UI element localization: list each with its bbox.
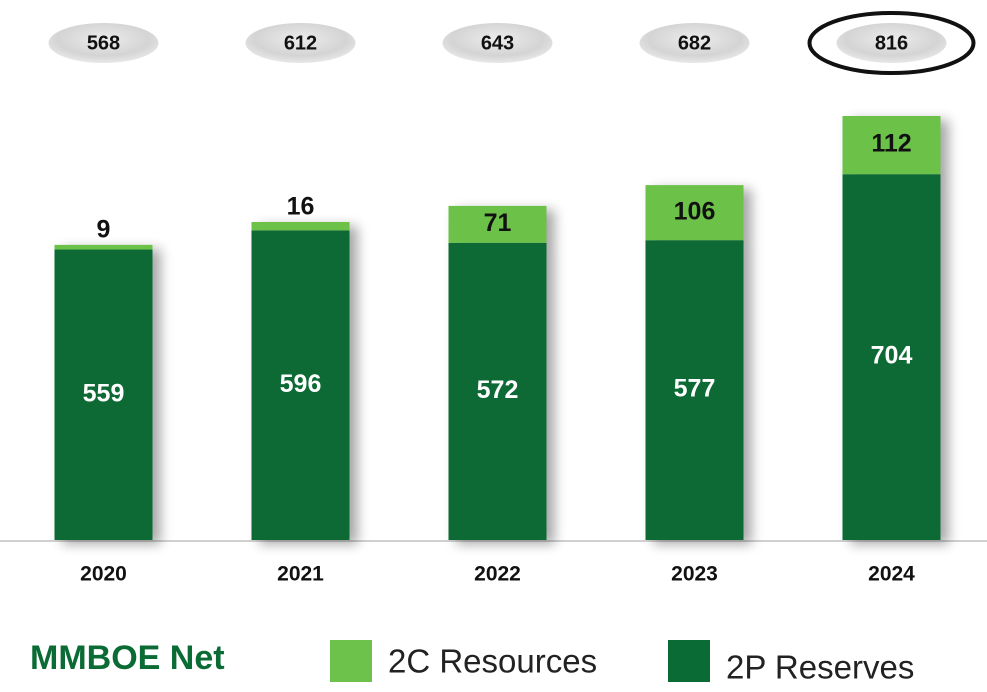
value-label: 559 [83,379,125,407]
total-label: 568 [87,32,120,54]
value-label: 596 [280,370,322,398]
highlight-ring [807,11,976,75]
bar-segment [251,222,350,231]
value-label: 16 [287,193,315,221]
bar-segment [645,240,744,540]
value-label: 71 [484,209,512,237]
total-oval [836,23,947,63]
x-tick-label: 2020 [80,563,127,586]
bar-segment [54,244,153,250]
legend-label: 2P Reserves [726,649,914,686]
bar-stack [645,185,744,540]
unit-label: MMBOE Net [30,639,225,677]
total-oval [639,23,750,63]
total-label: 643 [481,32,514,54]
bar-stack [448,205,547,541]
bar-stack [54,244,153,540]
value-label: 704 [871,342,913,370]
value-label: 572 [477,376,519,404]
bar-segment [448,205,547,243]
value-label: 106 [674,197,716,225]
total-oval [48,23,159,63]
value-label: 577 [674,375,716,403]
x-tick-label: 2021 [277,563,324,586]
bar-segment [448,242,547,541]
x-tick-label: 2024 [868,563,915,586]
value-label: 9 [97,215,111,243]
legend-swatch [330,640,372,682]
bar-segment [645,185,744,241]
legend-label: 2C Resources [388,643,597,680]
value-label: 112 [871,130,911,158]
total-oval [442,23,553,63]
bar-stack [251,222,350,540]
bar-segment [54,249,153,540]
total-label: 612 [284,32,317,54]
bar-stack [842,116,941,540]
x-tick-label: 2022 [474,563,521,586]
total-label: 816 [875,32,908,54]
bar-segment [251,230,350,540]
total-oval [245,23,356,63]
x-tick-label: 2023 [671,563,718,586]
total-label: 682 [678,32,711,54]
bar-segment [842,174,941,540]
legend-swatch [668,640,710,682]
bar-segment [842,116,941,175]
